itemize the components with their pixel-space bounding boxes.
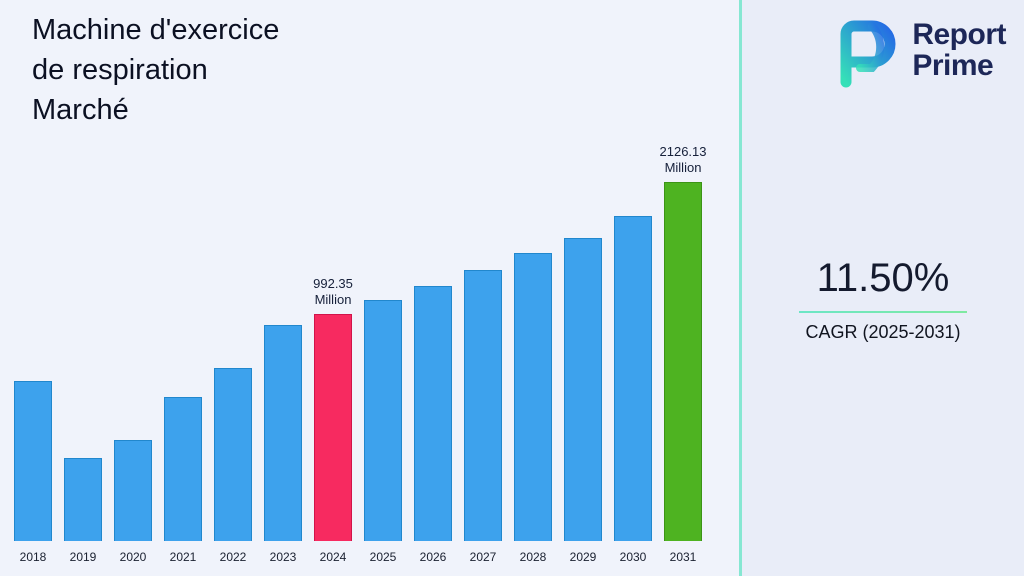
divider-line bbox=[739, 0, 742, 576]
bar-column-2030: 2030 bbox=[614, 216, 652, 564]
bar-column-2027: 2027 bbox=[464, 270, 502, 564]
x-axis-label-2027: 2027 bbox=[469, 550, 497, 564]
x-axis-label-2022: 2022 bbox=[219, 550, 247, 564]
x-axis-label-2029: 2029 bbox=[569, 550, 597, 564]
bar-column-2022: 2022 bbox=[214, 368, 252, 564]
x-axis-label-2023: 2023 bbox=[269, 550, 297, 564]
bar-column-2028: 2028 bbox=[514, 253, 552, 564]
bar-2025 bbox=[364, 300, 402, 541]
x-axis-label-2031: 2031 bbox=[669, 550, 697, 564]
bar-2024 bbox=[314, 314, 352, 541]
x-axis-label-2025: 2025 bbox=[369, 550, 397, 564]
page-title: Machine d'exercice de respiration Marché bbox=[32, 10, 279, 130]
title-line-2: de respiration bbox=[32, 54, 208, 87]
bar-column-2029: 2029 bbox=[564, 238, 602, 564]
bar-2019 bbox=[64, 458, 102, 541]
bar-column-2026: 2026 bbox=[414, 286, 452, 564]
logo-text: Report Prime bbox=[912, 18, 1006, 82]
cagr-value: 11.50% bbox=[816, 256, 950, 300]
cagr-block: 11.50% CAGR (2025-2031) bbox=[742, 256, 1024, 343]
bar-column-2025: 2025 bbox=[364, 300, 402, 564]
bar-column-2018: 2018 bbox=[14, 381, 52, 564]
bar-2028 bbox=[514, 253, 552, 541]
bar-column-2021: 2021 bbox=[164, 397, 202, 564]
logo-icon bbox=[840, 20, 896, 88]
bar-value-label-2031: 2126.13 Million bbox=[659, 143, 707, 175]
bar-2022 bbox=[214, 368, 252, 541]
bar-column-2023: 2023 bbox=[264, 325, 302, 564]
bar-2030 bbox=[614, 216, 652, 541]
bar-column-2019: 2019 bbox=[64, 458, 102, 564]
bar-column-2031: 2126.13 Million 2031 bbox=[660, 144, 707, 565]
bar-2026 bbox=[414, 286, 452, 541]
bar-2018 bbox=[14, 381, 52, 541]
bar-column-2020: 2020 bbox=[114, 440, 152, 564]
bar-2020 bbox=[114, 440, 152, 541]
bar-2029 bbox=[564, 238, 602, 541]
title-line-1: Machine d'exercice bbox=[32, 14, 280, 46]
report-prime-logo: Report Prime bbox=[830, 12, 1006, 90]
bar-2031 bbox=[664, 182, 702, 541]
bar-column-2024: 992.35 Million 2024 bbox=[313, 275, 353, 565]
x-axis-label-2024: 2024 bbox=[319, 550, 347, 564]
bar-2021 bbox=[164, 397, 202, 541]
right-panel: 11.50% CAGR (2025-2031) bbox=[742, 0, 1024, 576]
cagr-underline bbox=[799, 311, 967, 313]
title-line-3: Marché bbox=[32, 94, 129, 127]
x-axis-label-2019: 2019 bbox=[69, 550, 97, 564]
cagr-label: CAGR (2025-2031) bbox=[805, 322, 961, 342]
x-axis-label-2018: 2018 bbox=[19, 550, 47, 564]
logo-text-line-2: Prime bbox=[912, 49, 994, 82]
bar-value-label-2024: 992.35 Million bbox=[313, 275, 353, 307]
x-axis-label-2021: 2021 bbox=[169, 550, 197, 564]
x-axis-label-2020: 2020 bbox=[119, 550, 147, 564]
x-axis-label-2030: 2030 bbox=[619, 550, 647, 564]
x-axis-label-2026: 2026 bbox=[419, 550, 447, 564]
bar-chart: 2018 2019 2020 2021 2022 2023 992.35 Million 20… bbox=[14, 144, 707, 565]
bar-2027 bbox=[464, 270, 502, 541]
bar-2023 bbox=[264, 325, 302, 541]
x-axis-label-2028: 2028 bbox=[519, 550, 547, 564]
logo-text-line-1: Report bbox=[912, 18, 1006, 52]
